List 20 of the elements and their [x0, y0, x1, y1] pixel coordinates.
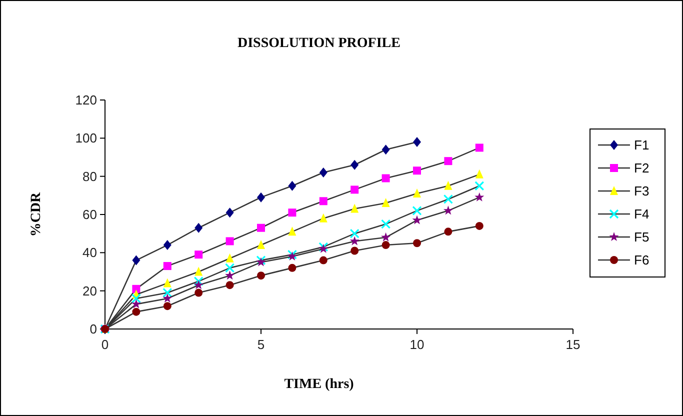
- y-tick-label: 60: [82, 207, 97, 222]
- legend-label: F1: [634, 138, 650, 153]
- legend-label: F2: [634, 160, 650, 176]
- y-tick-label: 0: [90, 322, 97, 337]
- y-tick-label: 40: [82, 245, 97, 260]
- legend-label: F6: [634, 252, 650, 268]
- y-axis-title: %CDR: [29, 191, 44, 237]
- y-tick-label: 120: [75, 92, 97, 108]
- legend-label: F5: [634, 230, 650, 245]
- x-tick-label: 5: [257, 337, 265, 352]
- legend-label: F3: [634, 184, 650, 199]
- x-tick-label: 0: [101, 337, 109, 352]
- chart-title: DISSOLUTION PROFILE: [238, 36, 400, 51]
- y-tick-label: 80: [82, 168, 97, 184]
- x-tick-label: 15: [566, 337, 580, 352]
- y-tick-label: 20: [82, 283, 97, 298]
- legend-label: F4: [634, 206, 650, 222]
- y-tick-label: 100: [75, 130, 97, 146]
- x-tick-label: 10: [410, 337, 424, 352]
- x-axis-title: TIME (hrs): [284, 377, 354, 392]
